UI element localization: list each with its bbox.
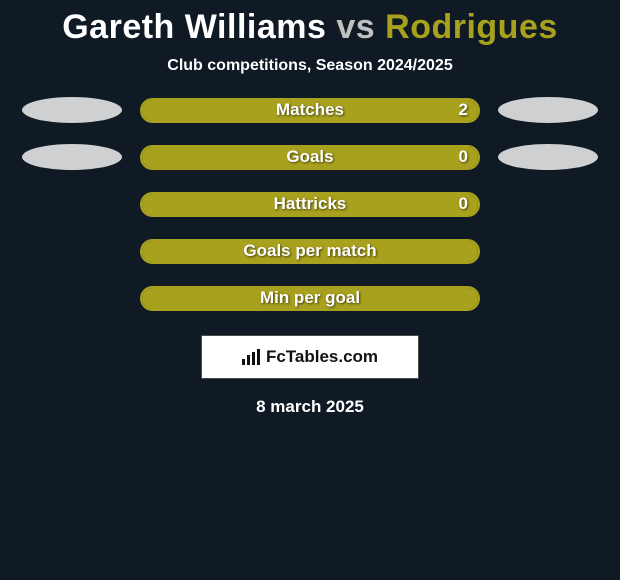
- left-placeholder: [22, 238, 122, 264]
- stat-bar-label: Goals per match: [142, 241, 478, 262]
- stat-bar-label: Matches: [142, 100, 478, 121]
- stat-rows: Matches2Goals0Hattricks0Goals per matchM…: [0, 97, 620, 311]
- stat-bar: Matches2: [140, 98, 480, 123]
- bars-icon: [242, 349, 262, 365]
- brand-box: FcTables.com: [201, 335, 419, 379]
- right-ellipse: [498, 97, 598, 123]
- title-player2: Rodrigues: [385, 8, 558, 46]
- stat-row: Hattricks0: [0, 191, 620, 217]
- brand-label: FcTables.com: [242, 347, 378, 367]
- title-vs: vs: [336, 8, 375, 46]
- stat-row: Goals0: [0, 144, 620, 170]
- stat-bar-label: Goals: [142, 147, 478, 168]
- date-label: 8 march 2025: [0, 397, 620, 417]
- brand-text: FcTables.com: [266, 347, 378, 367]
- stat-row: Min per goal: [0, 285, 620, 311]
- right-ellipse: [498, 144, 598, 170]
- stat-bar-value: 2: [459, 100, 468, 121]
- left-ellipse: [22, 144, 122, 170]
- right-placeholder: [498, 285, 598, 311]
- page-title: Gareth Williams vs Rodrigues: [0, 8, 620, 47]
- left-placeholder: [22, 285, 122, 311]
- stat-bar: Min per goal: [140, 286, 480, 311]
- stat-bar-value: 0: [459, 147, 468, 168]
- stat-row: Goals per match: [0, 238, 620, 264]
- stat-bar: Goals0: [140, 145, 480, 170]
- stat-bar: Hattricks0: [140, 192, 480, 217]
- right-placeholder: [498, 191, 598, 217]
- left-placeholder: [22, 191, 122, 217]
- stat-row: Matches2: [0, 97, 620, 123]
- title-player1: Gareth Williams: [62, 8, 326, 46]
- stat-bar-label: Min per goal: [142, 288, 478, 309]
- stat-bar-label: Hattricks: [142, 194, 478, 215]
- subtitle: Club competitions, Season 2024/2025: [0, 57, 620, 75]
- stat-bar-value: 0: [459, 194, 468, 215]
- left-ellipse: [22, 97, 122, 123]
- comparison-infographic: Gareth Williams vs Rodrigues Club compet…: [0, 8, 620, 580]
- stat-bar: Goals per match: [140, 239, 480, 264]
- right-placeholder: [498, 238, 598, 264]
